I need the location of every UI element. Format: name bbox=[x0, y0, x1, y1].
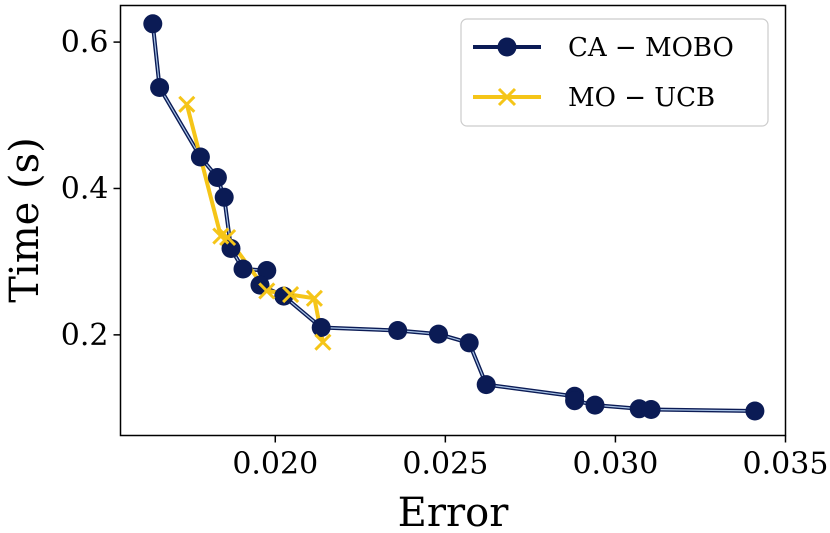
ca-mobo-point bbox=[565, 391, 585, 411]
ca-mobo-point bbox=[745, 401, 765, 421]
mo-ucb-point bbox=[282, 286, 300, 304]
legend-ca-mobo-label: CA − MOBO bbox=[568, 33, 734, 63]
legend-mo-ucb-label: MO − UCB bbox=[568, 83, 715, 113]
mo-ucb-markers bbox=[178, 95, 332, 351]
plot-frame bbox=[119, 4, 787, 437]
x-tick-label: 0.030 bbox=[572, 447, 658, 482]
legend-entry-mo-ucb: MO − UCB bbox=[473, 83, 715, 113]
ca-mobo-point bbox=[233, 259, 253, 279]
ca-mobo-point bbox=[388, 321, 408, 340]
ca-mobo-point bbox=[476, 375, 496, 395]
ca-mobo-point bbox=[429, 324, 448, 344]
mo-ucb-point bbox=[258, 282, 276, 300]
mo-ucb-series-line bbox=[184, 103, 325, 343]
y-tick-label: 0.4 bbox=[61, 171, 109, 206]
mo-ucb-point bbox=[219, 228, 237, 247]
x-tick-label: 0.020 bbox=[232, 447, 318, 482]
mo-ucb-lines bbox=[184, 103, 325, 343]
mo-ucb-point bbox=[314, 333, 332, 351]
ca-mobo-point bbox=[257, 261, 277, 280]
ca-mobo-point bbox=[641, 400, 661, 419]
legend-ca-mobo-swatch-marker bbox=[497, 37, 517, 57]
mo-ucb-point bbox=[305, 289, 323, 307]
x-axis-label: Error bbox=[398, 490, 510, 533]
ca-mobo-point bbox=[459, 333, 479, 353]
ca-mobo-point bbox=[143, 14, 163, 34]
ca-mobo-point bbox=[585, 395, 605, 415]
ca-mobo-point bbox=[311, 318, 331, 337]
ca-mobo-point bbox=[214, 187, 234, 207]
legend: CA − MOBO MO − UCB bbox=[460, 18, 769, 127]
y-tick-label: 0.2 bbox=[61, 318, 109, 353]
x-tick-label: 0.035 bbox=[743, 447, 829, 482]
legend-entry-ca-mobo: CA − MOBO bbox=[473, 33, 734, 63]
y-axis-label: Time (s) bbox=[2, 137, 48, 303]
ca-mobo-point bbox=[150, 78, 170, 97]
mo-ucb-point bbox=[178, 95, 196, 113]
y-tick-label: 0.6 bbox=[61, 25, 109, 60]
x-tick-label: 0.025 bbox=[402, 447, 488, 482]
x-axis-ticks: 0.020 0.025 0.030 0.035 bbox=[232, 435, 829, 482]
ca-mobo-point bbox=[190, 147, 210, 167]
ca-mobo-point bbox=[207, 168, 227, 187]
y-axis-ticks: 0.2 0.4 0.6 bbox=[61, 25, 121, 353]
legend-mo-ucb-swatch-marker bbox=[497, 87, 517, 107]
